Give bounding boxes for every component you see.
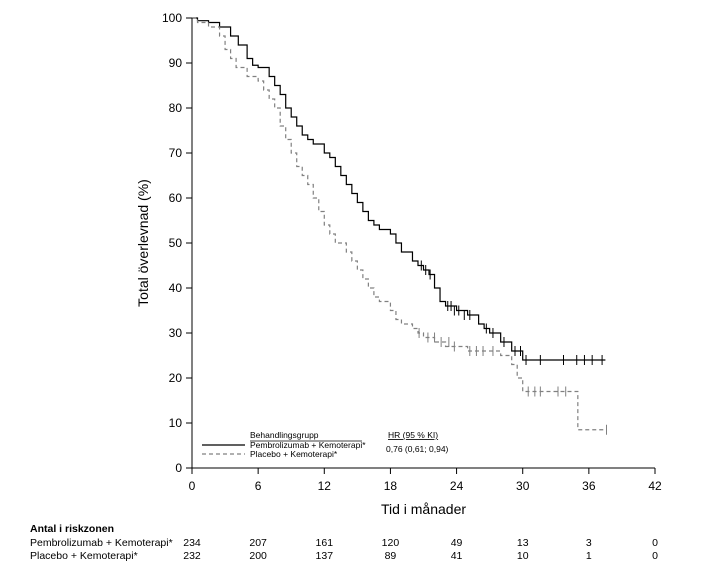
- risk-count: 41: [451, 550, 463, 562]
- y-axis-label: Total överlevnad (%): [135, 179, 151, 307]
- x-tick-label: 18: [384, 479, 398, 493]
- risk-count: 137: [316, 550, 334, 562]
- risk-count: 89: [385, 550, 397, 562]
- legend-title: Behandlingsgrupp: [250, 430, 319, 440]
- risk-count: 0: [652, 537, 658, 549]
- y-tick-label: 60: [169, 191, 183, 205]
- y-tick-label: 40: [169, 281, 183, 295]
- risk-count: 49: [451, 537, 463, 549]
- km-curve-placebo: [192, 17, 606, 431]
- risk-count: 161: [316, 537, 334, 549]
- legend-label: Pembrolizumab + Kemoterapi*: [250, 440, 366, 450]
- x-tick-label: 12: [318, 479, 332, 493]
- risk-count: 234: [183, 537, 201, 549]
- risk-count: 3: [586, 537, 592, 549]
- risk-row-label: Pembrolizumab + Kemoterapi*: [30, 537, 173, 549]
- x-tick-label: 6: [255, 479, 262, 493]
- legend-hr-value: 0,76 (0,61; 0,94): [386, 444, 449, 454]
- legend-label: Placebo + Kemoterapi*: [250, 449, 338, 459]
- x-tick-label: 0: [189, 479, 196, 493]
- x-tick-label: 36: [582, 479, 596, 493]
- y-tick-label: 90: [169, 56, 183, 70]
- y-tick-label: 0: [175, 461, 182, 475]
- risk-count: 232: [183, 550, 201, 562]
- y-tick-label: 30: [169, 326, 183, 340]
- x-axis-label: Tid i månader: [381, 501, 466, 517]
- y-tick-label: 20: [169, 371, 183, 385]
- km-curve-pembrolizumab: [192, 17, 606, 361]
- risk-row-label: Placebo + Kemoterapi*: [30, 550, 138, 562]
- y-tick-label: 100: [162, 11, 182, 25]
- x-tick-label: 30: [516, 479, 530, 493]
- y-tick-label: 70: [169, 146, 183, 160]
- y-tick-label: 80: [169, 101, 183, 115]
- risk-count: 120: [382, 537, 400, 549]
- legend-hr-header: HR (95 % KI): [388, 430, 438, 440]
- x-tick-label: 24: [450, 479, 464, 493]
- risk-count: 200: [249, 550, 267, 562]
- x-tick-label: 42: [648, 479, 662, 493]
- y-tick-label: 50: [169, 236, 183, 250]
- risk-count: 13: [517, 537, 529, 549]
- risk-count: 0: [652, 550, 658, 562]
- y-tick-label: 10: [169, 416, 183, 430]
- risk-count: 207: [249, 537, 267, 549]
- risk-table-title: Antal i riskzonen: [30, 523, 114, 535]
- risk-count: 1: [586, 550, 592, 562]
- risk-count: 10: [517, 550, 529, 562]
